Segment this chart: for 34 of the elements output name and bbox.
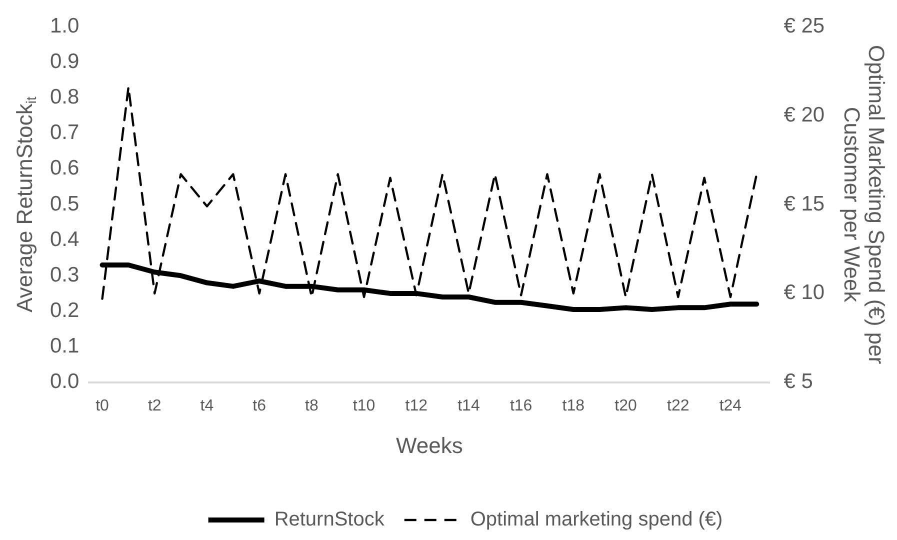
y2-tick-label: € 20 [784,103,825,126]
x-tick-label: t22 [666,397,690,414]
y-tick-label: 0.4 [50,228,80,251]
y-tick-label: 0.5 [50,192,80,216]
y-tick-label: 0.2 [50,299,80,322]
y-tick-label: 0.3 [50,263,80,286]
x-tick-label: t20 [614,397,637,414]
x-tick-label: t8 [305,397,318,414]
x-tick-label: t2 [148,397,162,414]
y-tick-label: 0.7 [50,121,80,144]
x-tick-label: t12 [405,397,428,414]
y-tick-label: 0.6 [50,156,80,180]
x-tick-label: t18 [562,397,585,414]
y-axis-title: Average ReturnStockit [12,96,39,312]
x-axis-title: Weeks [396,432,463,458]
x-tick-label: t16 [510,397,532,414]
y-tick-label: 0.8 [50,86,80,109]
y2-tick-label: € 25 [784,14,825,38]
x-tick-label: t14 [458,397,480,414]
y2-axis-title: Optimal Marketing Spend (€) per Customer per Week [840,44,889,364]
y-tick-label: 0.9 [50,50,80,73]
legend-label: ReturnStock [274,508,386,531]
y-tick-label: 0.0 [50,370,80,394]
x-tick-label: t10 [352,397,376,414]
y-tick-label: 1.0 [50,14,80,38]
x-tick-label: t0 [96,397,110,414]
y-tick-label: 0.1 [50,334,80,358]
x-tick-label: t6 [252,397,266,414]
x-tick-label: t4 [200,397,214,414]
x-tick-label: t24 [719,397,742,414]
y2-tick-label: € 10 [784,281,825,304]
y2-tick-label: € 15 [784,192,825,216]
y2-tick-label: € 5 [784,370,813,394]
legend-label: Optimal marketing spend (€) [470,508,723,531]
